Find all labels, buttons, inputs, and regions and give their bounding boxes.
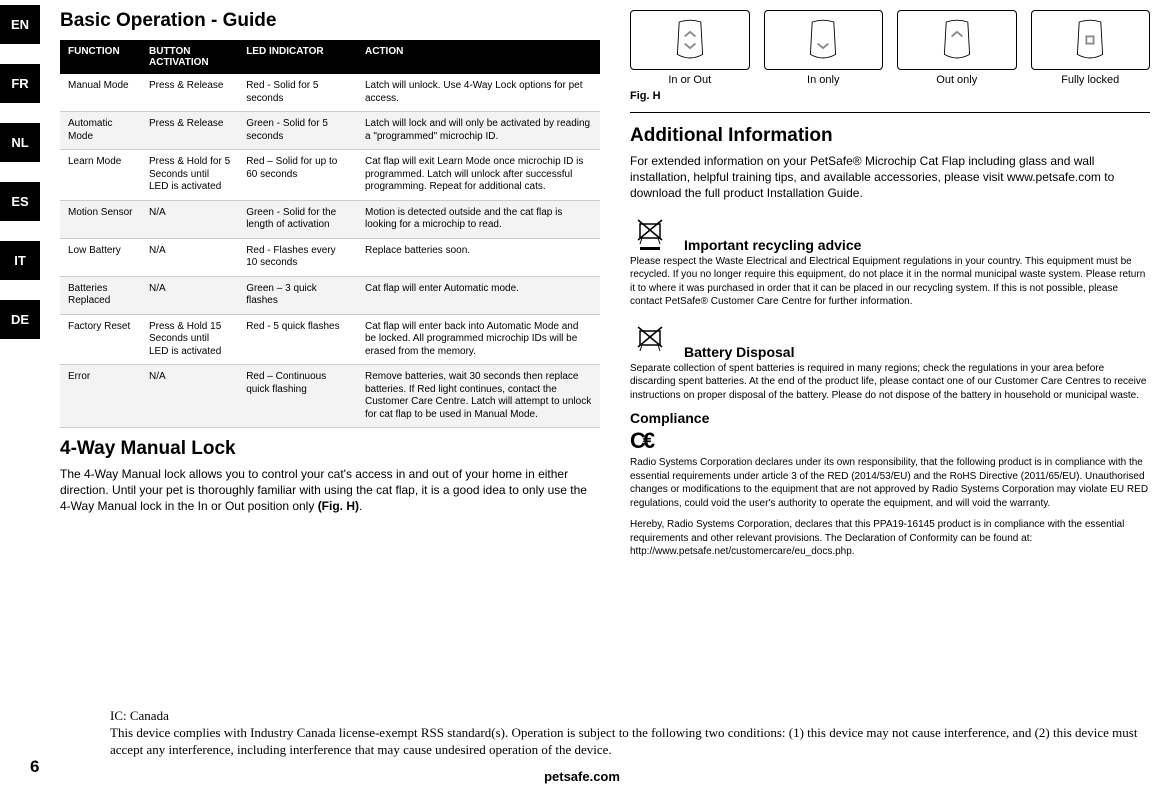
additional-info-title: Additional Information [630, 125, 1150, 147]
table-cell: Red – Continuous quick flashing [238, 365, 357, 428]
operation-table: FUNCTION BUTTON ACTIVATION LED INDICATOR… [60, 40, 600, 428]
table-cell: Factory Reset [60, 314, 141, 365]
table-cell: Press & Release [141, 74, 238, 112]
battery-disposal-text: Separate collection of spent batteries i… [630, 362, 1150, 403]
table-cell: Green – 3 quick flashes [238, 276, 357, 314]
fig-cap: Out only [897, 74, 1017, 86]
table-row: Learn ModePress & Hold for 5 Seconds unt… [60, 150, 600, 201]
table-row: Automatic ModePress & ReleaseGreen - Sol… [60, 112, 600, 150]
fig-box [1031, 10, 1151, 70]
table-cell: Red - Solid for 5 seconds [238, 74, 357, 112]
fig-box [897, 10, 1017, 70]
figure-h-row: In or Out In only Out only Fully locked [630, 10, 1150, 86]
table-cell: Motion is detected outside and the cat f… [357, 200, 600, 238]
table-cell: Cat flap will enter Automatic mode. [357, 276, 600, 314]
table-cell: Latch will lock and will only be activat… [357, 112, 600, 150]
ic-canada-block: IC: Canada This device complies with Ind… [110, 708, 1154, 759]
table-cell: Cat flap will enter back into Automatic … [357, 314, 600, 365]
th-action: ACTION [357, 40, 600, 74]
lock-text-c: . [359, 499, 362, 513]
recycling-title: Important recycling advice [684, 237, 861, 253]
fig-item-inout: In or Out [630, 10, 750, 86]
flap-icon [805, 18, 841, 62]
right-column: In or Out In only Out only Fully locked [630, 10, 1150, 799]
compliance-text-1: Radio Systems Corporation declares under… [630, 456, 1150, 510]
table-cell: Replace batteries soon. [357, 238, 600, 276]
table-row: Batteries ReplacedN/AGreen – 3 quick fla… [60, 276, 600, 314]
fig-item-outonly: Out only [897, 10, 1017, 86]
fig-item-inonly: In only [764, 10, 884, 86]
table-cell: Motion Sensor [60, 200, 141, 238]
th-led: LED INDICATOR [238, 40, 357, 74]
table-cell: Automatic Mode [60, 112, 141, 150]
battery-disposal-title: Battery Disposal [684, 344, 794, 360]
table-cell: Green - Solid for the length of activati… [238, 200, 357, 238]
divider [630, 112, 1150, 113]
table-cell: N/A [141, 200, 238, 238]
page-content: Basic Operation - Guide FUNCTION BUTTON … [60, 0, 1154, 799]
lang-tab-nl[interactable]: NL [0, 123, 40, 162]
table-row: ErrorN/ARed – Continuous quick flashingR… [60, 365, 600, 428]
flap-icon [1072, 18, 1108, 62]
table-row: Motion SensorN/AGreen - Solid for the le… [60, 200, 600, 238]
compliance-text-2: Hereby, Radio Systems Corporation, decla… [630, 518, 1150, 559]
table-cell: Cat flap will exit Learn Mode once micro… [357, 150, 600, 201]
table-cell: Press & Release [141, 112, 238, 150]
four-way-lock-title: 4-Way Manual Lock [60, 438, 600, 460]
table-cell: N/A [141, 238, 238, 276]
table-cell: Manual Mode [60, 74, 141, 112]
table-cell: Red - Flashes every 10 seconds [238, 238, 357, 276]
lang-tab-fr[interactable]: FR [0, 64, 40, 103]
lang-tab-es[interactable]: ES [0, 182, 40, 221]
ic-title: IC: Canada [110, 708, 1154, 725]
language-tabs: EN FR NL ES IT DE [0, 0, 40, 339]
fig-cap: In or Out [630, 74, 750, 86]
table-cell: Batteries Replaced [60, 276, 141, 314]
table-cell: Green - Solid for 5 seconds [238, 112, 357, 150]
table-cell: Low Battery [60, 238, 141, 276]
table-row: Manual ModePress & ReleaseRed - Solid fo… [60, 74, 600, 112]
th-button: BUTTON ACTIVATION [141, 40, 238, 74]
table-row: Low BatteryN/ARed - Flashes every 10 sec… [60, 238, 600, 276]
th-function: FUNCTION [60, 40, 141, 74]
table-cell: Press & Hold for 5 Seconds until LED is … [141, 150, 238, 201]
table-cell: Red – Solid for up to 60 seconds [238, 150, 357, 201]
weee-icon [630, 210, 670, 253]
table-cell: Red - 5 quick flashes [238, 314, 357, 365]
ce-mark-icon: C€ [630, 428, 1150, 454]
table-cell: Remove batteries, wait 30 seconds then r… [357, 365, 600, 428]
table-cell: Press & Hold 15 Seconds until LED is act… [141, 314, 238, 365]
lock-text-figref: (Fig. H) [318, 499, 359, 513]
lang-tab-it[interactable]: IT [0, 241, 40, 280]
four-way-lock-text: The 4-Way Manual lock allows you to cont… [60, 466, 600, 515]
figure-h-label: Fig. H [630, 90, 1150, 102]
fig-cap: In only [764, 74, 884, 86]
fig-box [630, 10, 750, 70]
recycling-text: Please respect the Waste Electrical and … [630, 255, 1150, 309]
flap-icon [939, 18, 975, 62]
table-cell: N/A [141, 365, 238, 428]
fig-item-locked: Fully locked [1031, 10, 1151, 86]
left-column: Basic Operation - Guide FUNCTION BUTTON … [60, 10, 600, 799]
additional-info-text: For extended information on your PetSafe… [630, 153, 1150, 202]
compliance-title: Compliance [630, 410, 1150, 426]
footer-url: petsafe.com [0, 769, 1164, 784]
fig-box [764, 10, 884, 70]
table-cell: Error [60, 365, 141, 428]
lang-tab-de[interactable]: DE [0, 300, 40, 339]
basic-operation-title: Basic Operation - Guide [60, 10, 600, 32]
operation-table-body: Manual ModePress & ReleaseRed - Solid fo… [60, 74, 600, 428]
table-row: Factory ResetPress & Hold 15 Seconds unt… [60, 314, 600, 365]
table-cell: Learn Mode [60, 150, 141, 201]
flap-icon [672, 18, 708, 62]
ic-text: This device complies with Industry Canad… [110, 725, 1154, 759]
table-cell: Latch will unlock. Use 4-Way Lock option… [357, 74, 600, 112]
table-cell: N/A [141, 276, 238, 314]
battery-bin-icon [630, 317, 670, 360]
lang-tab-en[interactable]: EN [0, 5, 40, 44]
fig-cap: Fully locked [1031, 74, 1151, 86]
